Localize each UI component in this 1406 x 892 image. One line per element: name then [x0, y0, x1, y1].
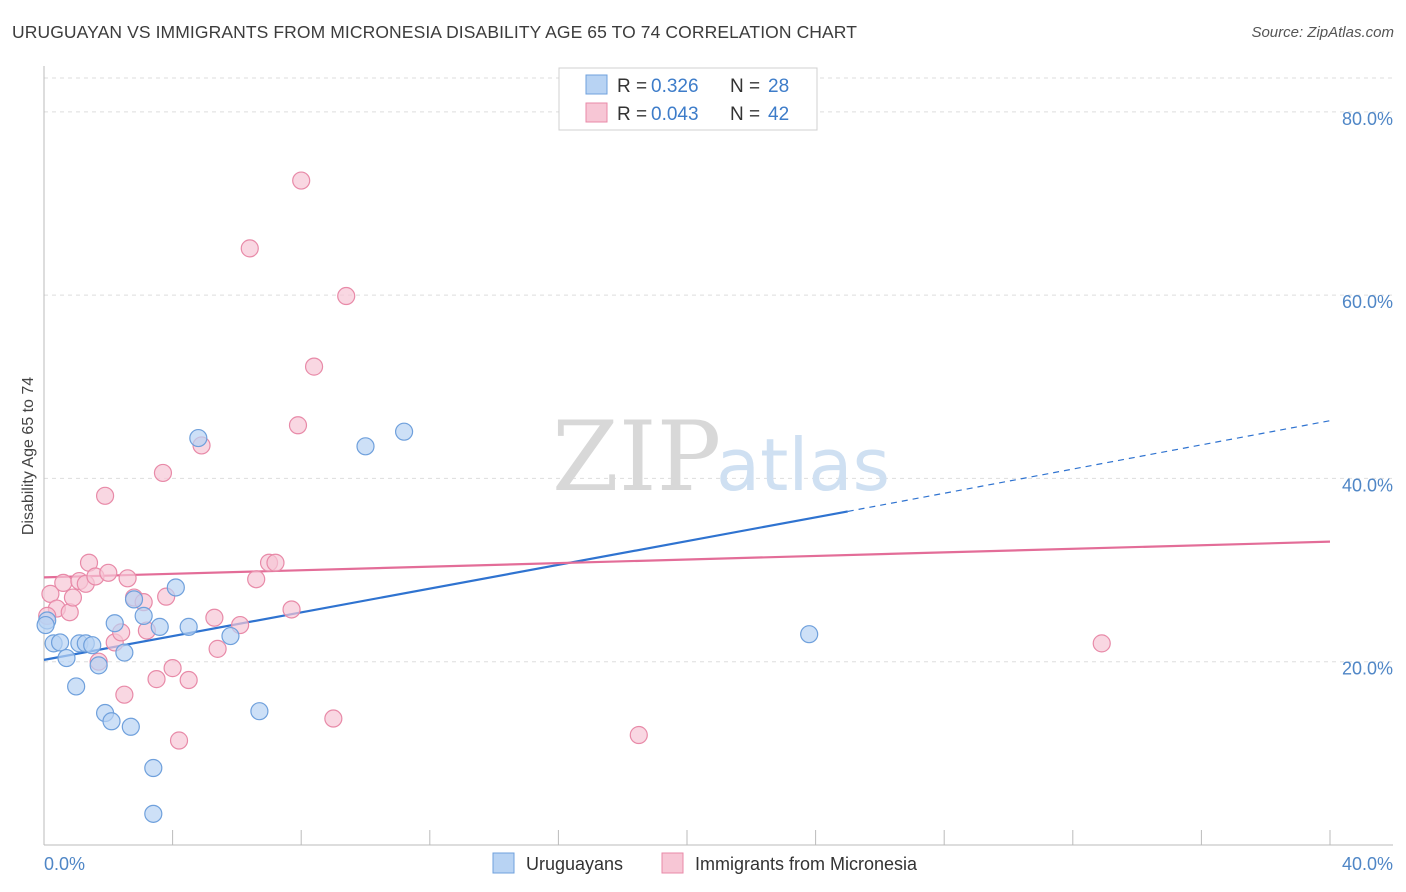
source-credit: Source: ZipAtlas.com [1251, 24, 1394, 41]
point-micronesia [324, 709, 343, 728]
correlation-legend: R = 0.326 N = 28 R = 0.043 N = 42 [558, 67, 818, 131]
point-micronesia [63, 588, 83, 607]
point-uruguayans [124, 590, 144, 609]
point-uruguayans [83, 636, 102, 655]
point-micronesia [147, 670, 166, 689]
legend-r-value-2: 0.043 [651, 104, 699, 125]
y-tick-labels: 20.0% 40.0% 60.0% 80.0% [1342, 109, 1393, 679]
legend-r-value-1: 0.326 [651, 76, 699, 97]
point-micronesia [153, 463, 173, 483]
point-uruguayans [144, 758, 163, 778]
legend-r-label-2: R = [617, 104, 647, 125]
point-uruguayans [102, 712, 121, 731]
x-axis-ticks [172, 830, 1331, 845]
legend-swatch-uruguayans [585, 74, 608, 95]
point-uruguayans [105, 614, 124, 633]
point-micronesia [629, 725, 648, 745]
point-uruguayans [57, 648, 76, 668]
legend-n-label-1: N = [730, 76, 760, 97]
point-micronesia [240, 239, 259, 258]
point-uruguayans [89, 656, 108, 675]
point-micronesia [115, 685, 134, 704]
legend-n-value-1: 28 [768, 76, 789, 97]
legend-swatch-micronesia [585, 102, 608, 123]
point-micronesia [304, 357, 324, 376]
y-tick-label: 80.0% [1342, 109, 1393, 129]
point-micronesia [266, 553, 285, 572]
y-tick-label: 20.0% [1342, 659, 1393, 679]
bottom-legend-swatch-uruguayans [492, 852, 515, 874]
point-uruguayans [67, 677, 86, 696]
point-uruguayans [150, 617, 169, 636]
point-uruguayans [356, 437, 375, 456]
bottom-legend-label-uruguayans: Uruguayans [526, 854, 623, 874]
y-axis-label: Disability Age 65 to 74 [20, 377, 37, 535]
point-micronesia [95, 486, 115, 505]
series-uruguayans-points [36, 422, 819, 823]
point-uruguayans [179, 617, 198, 636]
point-uruguayans [115, 643, 134, 662]
point-micronesia [288, 416, 308, 435]
grid-lines [44, 77, 1393, 663]
legend-n-label-2: N = [730, 104, 760, 125]
chart-title: URUGUAYAN VS IMMIGRANTS FROM MICRONESIA … [12, 22, 858, 42]
point-micronesia [205, 608, 224, 627]
watermark-atlas: atlas [716, 423, 890, 507]
series-legend: Uruguayans Immigrants from Micronesia [492, 852, 918, 874]
point-uruguayans [36, 615, 55, 635]
point-uruguayans [800, 625, 819, 644]
point-micronesia [99, 563, 118, 582]
legend-r-label-1: R = [617, 76, 647, 97]
watermark: ZIP atlas [552, 401, 890, 513]
point-uruguayans [250, 702, 269, 721]
trend-line-uruguayans [43, 510, 848, 661]
bottom-legend-label-micronesia: Immigrants from Micronesia [695, 854, 918, 874]
x-tick-label: 0.0% [44, 854, 85, 874]
axes [43, 66, 1393, 846]
point-micronesia [282, 600, 301, 619]
point-micronesia [169, 731, 189, 750]
point-micronesia [179, 670, 198, 690]
point-uruguayans [189, 428, 208, 448]
trend-line-uruguayans-extension [847, 420, 1331, 512]
point-micronesia [208, 639, 227, 658]
series-micronesia-points [38, 171, 1111, 750]
bottom-legend-swatch-micronesia [661, 852, 684, 874]
point-micronesia [292, 171, 311, 190]
x-tick-label: 40.0% [1342, 854, 1393, 874]
watermark-zip: ZIP [552, 401, 721, 513]
point-micronesia [337, 286, 356, 306]
point-uruguayans [394, 422, 414, 441]
x-tick-labels: 0.0% 40.0% [44, 854, 1393, 874]
point-uruguayans [166, 578, 185, 597]
point-uruguayans [144, 804, 163, 823]
y-tick-label: 40.0% [1342, 475, 1393, 495]
point-uruguayans [134, 606, 153, 625]
point-uruguayans [221, 626, 240, 646]
point-micronesia [163, 659, 182, 678]
point-micronesia [1092, 634, 1111, 653]
point-micronesia [118, 569, 137, 588]
point-uruguayans [121, 717, 140, 736]
point-uruguayans [50, 633, 70, 652]
trend-line-micronesia [43, 540, 1331, 579]
y-tick-label: 60.0% [1342, 292, 1393, 312]
legend-n-value-2: 42 [768, 104, 789, 125]
point-micronesia [54, 573, 73, 592]
point-micronesia [247, 570, 266, 589]
point-micronesia [60, 603, 79, 622]
